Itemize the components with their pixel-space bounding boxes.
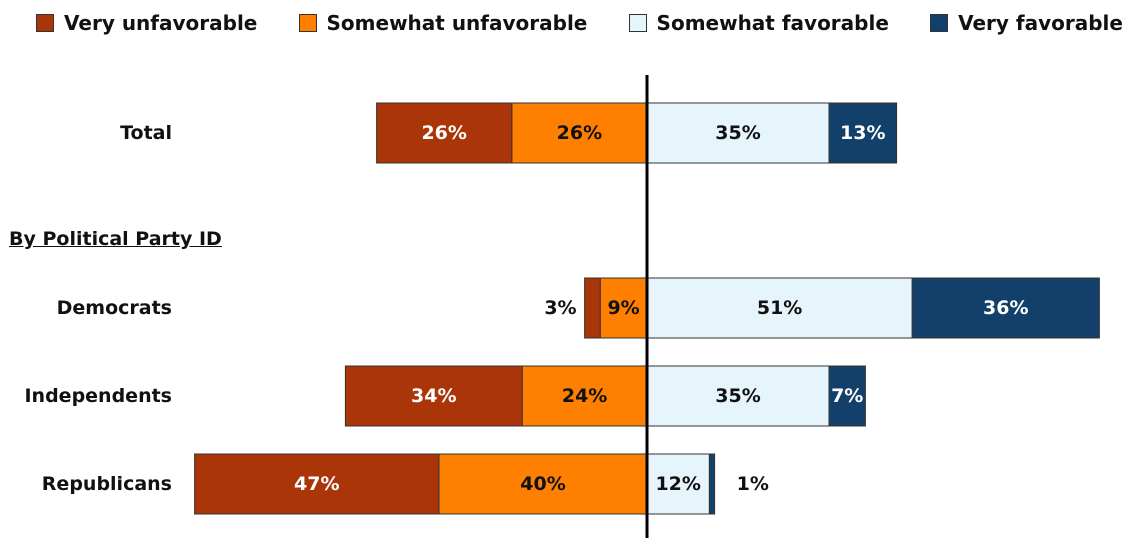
legend-item-somewhat-favorable: Somewhat favorable — [628, 11, 889, 35]
data-label-democrats-somewhat_fav: 51% — [757, 297, 802, 319]
bar-republicans-very_fav — [708, 453, 716, 515]
bar-independents-very_fav — [828, 365, 866, 427]
category-label-democrats: Democrats — [57, 297, 172, 319]
data-label-total-somewhat_unfav: 26% — [557, 122, 602, 144]
data-label-total-very_fav: 13% — [840, 122, 885, 144]
legend-swatch-somewhat-favorable — [628, 14, 647, 32]
data-label-democrats-very_fav: 36% — [983, 297, 1028, 319]
legend-swatch-very-favorable — [930, 14, 949, 32]
bar-republicans-somewhat_fav — [646, 453, 710, 515]
legend-item-very-favorable: Very favorable — [930, 11, 1123, 35]
bar-republicans-very_unfav — [194, 453, 440, 515]
legend-item-very-unfavorable: Very unfavorable — [36, 11, 257, 35]
data-label-republicans-very_fav: 1% — [737, 473, 769, 495]
bar-democrats-very_fav — [911, 277, 1100, 339]
category-label-total: Total — [120, 122, 172, 144]
data-label-independents-very_unfav: 34% — [411, 385, 456, 407]
legend-item-somewhat-unfavorable: Somewhat unfavorable — [298, 11, 588, 35]
bar-democrats-very_unfav — [584, 277, 601, 339]
data-label-total-very_unfav: 26% — [421, 122, 466, 144]
data-label-independents-somewhat_unfav: 24% — [562, 385, 607, 407]
data-label-democrats-somewhat_unfav: 9% — [607, 297, 639, 319]
bar-total-very_fav — [828, 102, 898, 164]
legend-label-very-favorable: Very favorable — [958, 11, 1123, 35]
section-heading-party-id: By Political Party ID — [9, 228, 222, 250]
data-label-total-somewhat_fav: 35% — [715, 122, 760, 144]
data-label-independents-very_fav: 7% — [831, 385, 863, 407]
data-label-democrats-very_unfav: 3% — [544, 297, 576, 319]
category-label-republicans: Republicans — [42, 473, 172, 495]
data-label-republicans-somewhat_fav: 12% — [655, 473, 700, 495]
bar-independents-very_unfav — [344, 365, 523, 427]
bar-total-very_unfav — [376, 102, 513, 164]
data-label-independents-somewhat_fav: 35% — [715, 385, 760, 407]
legend-swatch-very-unfavorable — [36, 14, 54, 32]
legend-swatch-somewhat-unfavorable — [298, 14, 317, 32]
chart-legend: Very unfavorable Somewhat unfavorable So… — [0, 6, 1135, 40]
data-label-republicans-very_unfav: 47% — [294, 473, 339, 495]
legend-label-very-unfavorable: Very unfavorable — [64, 11, 258, 35]
category-label-independents: Independents — [24, 385, 172, 407]
legend-label-somewhat-unfavorable: Somewhat unfavorable — [326, 11, 588, 35]
data-label-republicans-somewhat_unfav: 40% — [520, 473, 565, 495]
bar-independents-somewhat_unfav — [521, 365, 648, 427]
legend-label-somewhat-favorable: Somewhat favorable — [656, 11, 889, 35]
bar-democrats-somewhat_unfav — [599, 277, 648, 339]
